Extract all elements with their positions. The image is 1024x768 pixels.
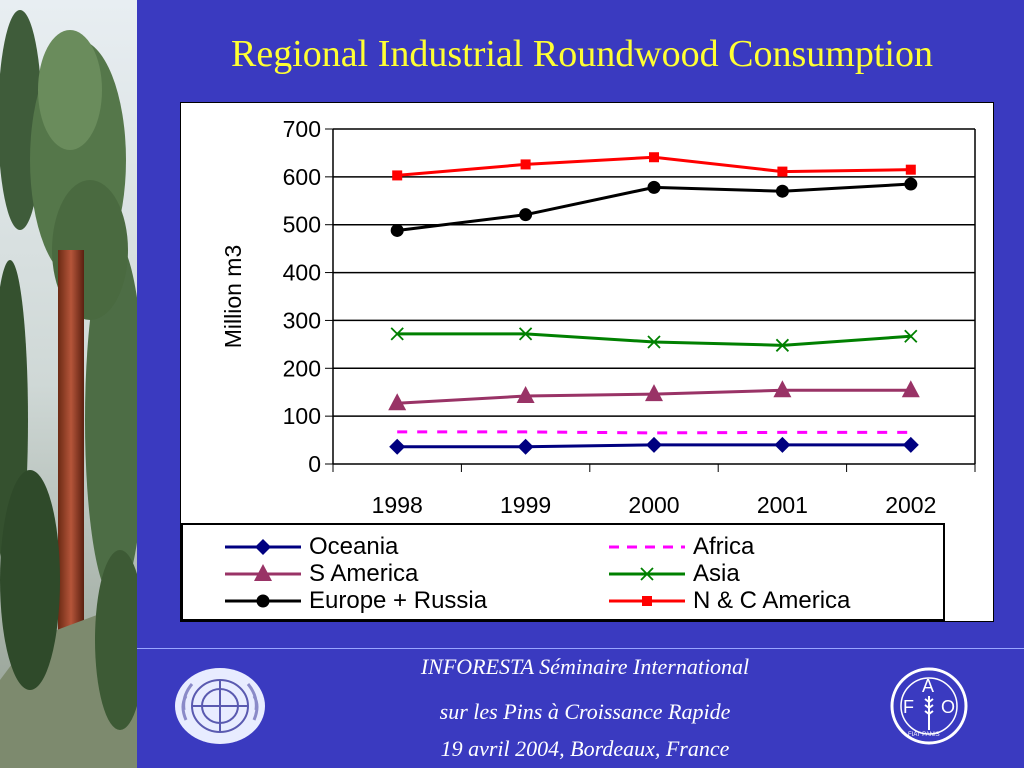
legend-marker [640, 567, 654, 581]
data-point-europe-russia [775, 184, 789, 198]
x-tick-label: 2001 [757, 492, 808, 518]
legend-item-europe-russia: Europe + Russia [223, 587, 563, 615]
x-tick-label: 1999 [500, 492, 551, 518]
x-tick-label: 2000 [628, 492, 679, 518]
data-point-s-america [516, 386, 535, 404]
legend-swatch [609, 567, 685, 581]
footer-line-2: sur les Pins à Croissance Rapide [439, 699, 731, 724]
fao-letter-f: F [903, 697, 914, 717]
data-point-asia [518, 327, 533, 341]
data-point-europe-russia [904, 177, 918, 191]
data-point-s-america [645, 384, 663, 402]
legend-swatch [609, 596, 685, 606]
legend-label: Asia [693, 560, 740, 587]
legend-label: S America [309, 560, 419, 587]
fao-letter-o: O [941, 697, 955, 717]
data-point-asia [904, 329, 918, 343]
legend-swatch [225, 594, 301, 608]
data-point-europe-russia [647, 180, 661, 194]
data-point-asia [647, 335, 661, 349]
legend-swatch [225, 564, 301, 581]
data-point-s-america [901, 380, 920, 398]
legend-marker [256, 594, 270, 608]
legend-label: N & C America [693, 587, 851, 614]
legend-marker [642, 596, 652, 606]
series-line-africa [397, 430, 911, 435]
legend-label: Africa [693, 533, 755, 560]
footer-divider [137, 648, 1024, 649]
y-tick-label: 0 [308, 451, 321, 477]
legend-item-africa: Africa [607, 533, 947, 561]
line-chart: 0 100 200 300 400 500 600 700 1998 1999 2000 2001 20… [220, 116, 976, 518]
y-tick-label: 300 [283, 307, 321, 333]
chart-legend: Oceania Africa S America Asia Europe + Russi… [181, 523, 945, 621]
y-tick-label: 700 [283, 116, 321, 142]
legend-item-n-c-america: N & C America [607, 587, 947, 615]
data-point-s-america [388, 393, 407, 411]
x-tick-label: 2002 [885, 492, 936, 518]
x-tick-label: 1998 [372, 492, 423, 518]
legend-item-s-america: S America [223, 560, 563, 588]
data-point-asia [775, 338, 790, 352]
data-point-asia [390, 327, 404, 341]
data-point-n-c-america [649, 152, 659, 163]
y-tick-label: 400 [283, 260, 321, 286]
data-point-s-america [773, 380, 792, 398]
y-axis-label: Million m3 [220, 245, 246, 349]
data-point-n-c-america [777, 166, 788, 177]
series-line-asia [397, 332, 911, 347]
y-tick-label: 200 [283, 355, 321, 381]
data-point-n-c-america [905, 164, 916, 175]
data-point-oceania [902, 436, 919, 453]
fao-logo: F A O FIAT PANIS [890, 667, 968, 745]
legend-label: Oceania [309, 533, 399, 560]
data-point-n-c-america [392, 170, 403, 181]
legend-item-oceania: Oceania [223, 533, 563, 561]
legend-item-asia: Asia [607, 560, 947, 588]
data-point-europe-russia [390, 223, 404, 237]
legend-marker [255, 539, 271, 555]
legend-swatch [225, 539, 301, 555]
data-point-oceania [646, 436, 662, 453]
fao-letter-a: A [922, 676, 934, 696]
un-emblem-logo [175, 668, 265, 744]
y-tick-label: 500 [283, 212, 321, 238]
data-point-oceania [774, 436, 791, 453]
legend-label: Europe + Russia [309, 587, 488, 614]
footer-line-3: 19 avril 2004, Bordeaux, France [440, 736, 730, 761]
data-point-n-c-america [520, 159, 531, 170]
slide-title: Regional Industrial Roundwood Consumptio… [231, 33, 933, 75]
legend-marker [254, 564, 272, 581]
data-point-oceania [389, 438, 406, 455]
y-tick-label: 600 [283, 164, 321, 190]
footer-line-1: INFORESTA Séminaire International [420, 654, 750, 679]
legend-swatch [609, 545, 685, 549]
y-tick-label: 100 [283, 403, 321, 429]
data-point-europe-russia [519, 208, 533, 222]
redwood-forest-photo [0, 0, 137, 768]
fao-motto: FIAT PANIS [908, 732, 940, 738]
data-point-oceania [517, 438, 534, 455]
